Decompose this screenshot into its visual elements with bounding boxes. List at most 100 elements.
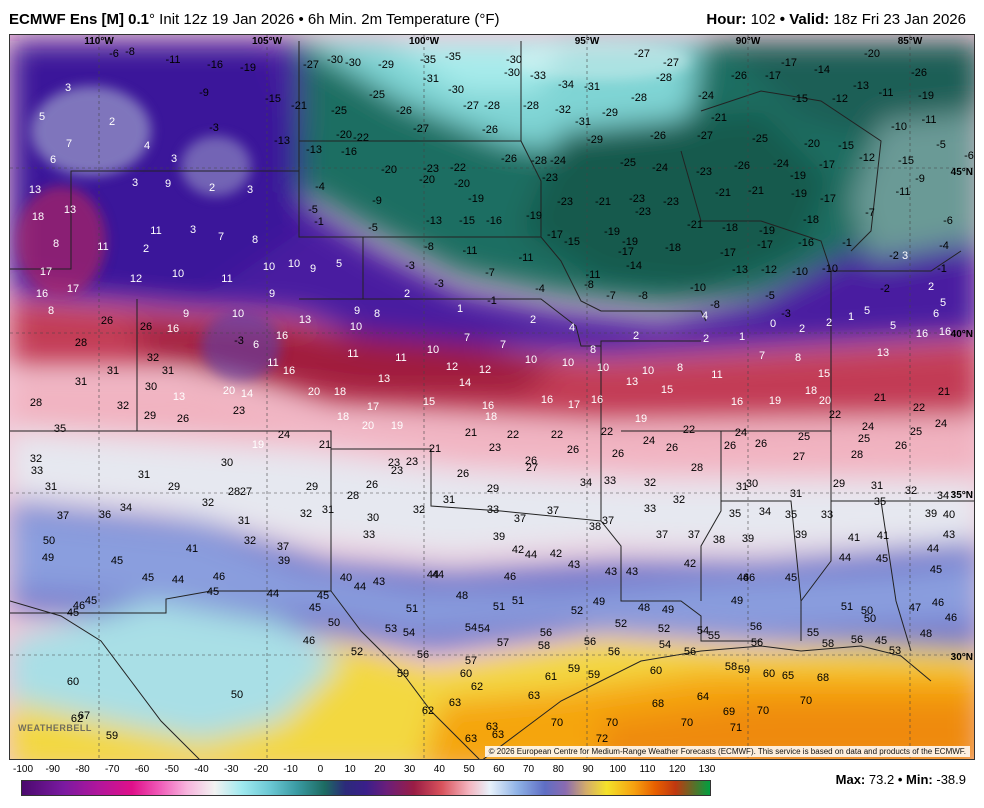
lat-label: 45°N <box>951 167 973 178</box>
temperature-value: 56 <box>417 649 429 661</box>
temperature-value: 3 <box>190 224 196 236</box>
temperature-value: -21 <box>291 100 307 112</box>
scale-tick-label: -60 <box>134 764 150 775</box>
temperature-value: -4 <box>315 181 325 193</box>
temperature-value: -17 <box>820 193 836 205</box>
temperature-value: 21 <box>938 386 950 398</box>
temperature-value: 31 <box>45 481 57 493</box>
temperature-value: 29 <box>144 410 156 422</box>
temperature-value: 16 <box>731 396 743 408</box>
temperature-value: 31 <box>736 481 748 493</box>
temperature-value: -12 <box>761 264 777 276</box>
temperature-value: 5 <box>336 258 342 270</box>
temperature-value: -7 <box>606 290 616 302</box>
temperature-value: -13 <box>306 144 322 156</box>
temperature-value: 2 <box>703 333 709 345</box>
temperature-value: 20 <box>819 395 831 407</box>
temperature-value: -19 <box>791 188 807 200</box>
temperature-value: 17 <box>67 283 79 295</box>
scale-ticks: -100 -90 -80 -70 -60 -50 -40 -30 -20 -10 0 10 20 30 40… <box>9 764 715 778</box>
temperature-value: 4 <box>702 310 708 322</box>
temperature-value: -23 <box>557 196 573 208</box>
temperature-value: -19 <box>622 236 638 248</box>
temperature-value: 56 <box>751 637 763 649</box>
temperature-value: 45 <box>930 564 942 576</box>
temperature-value: -15 <box>265 93 281 105</box>
temperature-value: -11 <box>921 114 936 126</box>
temperature-value: 26 <box>724 440 736 452</box>
temperature-value: -21 <box>748 185 764 197</box>
temperature-value: 33 <box>487 504 499 516</box>
temperature-value: -18 <box>803 214 819 226</box>
temperature-value: 15 <box>661 384 673 396</box>
scale-tick-label: 130 <box>698 764 716 775</box>
temperature-value: 56 <box>608 646 620 658</box>
temperature-value: 32 <box>673 494 685 506</box>
temperature-value: -27 <box>697 130 713 142</box>
temperature-value: -6 <box>109 48 119 60</box>
temperature-value: 22 <box>913 402 925 414</box>
temperature-value: 28 <box>347 490 359 502</box>
temperature-value: -21 <box>715 187 731 199</box>
temperature-value: 24 <box>735 427 747 439</box>
temperature-value: 17 <box>568 399 580 411</box>
temperature-value: 50 <box>328 617 340 629</box>
model-title: ECMWF Ens [M] 0.1° Init 12z 19 Jan 2026 … <box>9 11 500 28</box>
temperature-value: 2 <box>404 288 410 300</box>
temperature-value: 32 <box>202 497 214 509</box>
temperature-value: 59 <box>568 663 580 675</box>
temperature-value: 32 <box>413 504 425 516</box>
temperature-value: 37 <box>57 510 69 522</box>
temperature-value: 57 <box>497 637 509 649</box>
temperature-value: -14 <box>626 260 642 272</box>
temperature-value: 26 <box>177 413 189 425</box>
temperature-value: 16 <box>916 328 928 340</box>
temperature-value: 48 <box>456 590 468 602</box>
temperature-value: -6 <box>964 150 974 162</box>
field-details <box>16 41 691 381</box>
temperature-value: 11 <box>711 369 722 381</box>
temperature-value: 56 <box>540 627 552 639</box>
temperature-value: -5 <box>308 204 318 216</box>
scale-tick-label: -30 <box>223 764 239 775</box>
scale-tick-label: 20 <box>374 764 386 775</box>
temperature-value: 21 <box>465 427 477 439</box>
temperature-value: 72 <box>596 733 608 745</box>
scale-tick-label: 40 <box>433 764 445 775</box>
temperature-value: 49 <box>42 552 54 564</box>
temperature-value: -2 <box>889 250 899 262</box>
temperature-value: -12 <box>832 93 848 105</box>
temperature-value: -24 <box>773 158 789 170</box>
temperature-value: 46 <box>504 571 516 583</box>
temperature-value: 10 <box>525 354 537 366</box>
temperature-value: 31 <box>238 515 250 527</box>
temperature-value: 13 <box>64 204 76 216</box>
temperature-value: 44 <box>927 543 939 555</box>
temperature-value: 44 <box>354 581 366 593</box>
scale-tick-label: 80 <box>552 764 564 775</box>
temperature-value: -27 <box>663 57 679 69</box>
temperature-value: 13 <box>299 314 311 326</box>
temperature-value: 61 <box>545 671 557 683</box>
temperature-value: 63 <box>465 733 477 745</box>
temperature-value: 18 <box>32 211 44 223</box>
temperature-value: -6 <box>943 215 953 227</box>
temperature-value: 37 <box>688 529 700 541</box>
lon-label: 90°W <box>736 36 761 47</box>
temperature-value: 0 <box>770 318 776 330</box>
temperature-value: -3 <box>434 278 444 290</box>
temperature-value: 60 <box>67 676 79 688</box>
temperature-value: -25 <box>369 89 385 101</box>
temperature-value: 37 <box>602 515 614 527</box>
lon-label: 110°W <box>84 36 114 47</box>
temperature-value: 33 <box>363 529 375 541</box>
temperature-value: 24 <box>278 429 290 441</box>
temperature-value: -21 <box>687 219 703 231</box>
temperature-value: 63 <box>486 721 498 733</box>
temperature-value: 43 <box>373 576 385 588</box>
temperature-value: 5 <box>940 297 946 309</box>
temperature-value: 31 <box>871 480 883 492</box>
temperature-value: -24 <box>698 90 714 102</box>
temperature-value: 5 <box>39 111 45 123</box>
temperature-value: -25 <box>752 133 768 145</box>
